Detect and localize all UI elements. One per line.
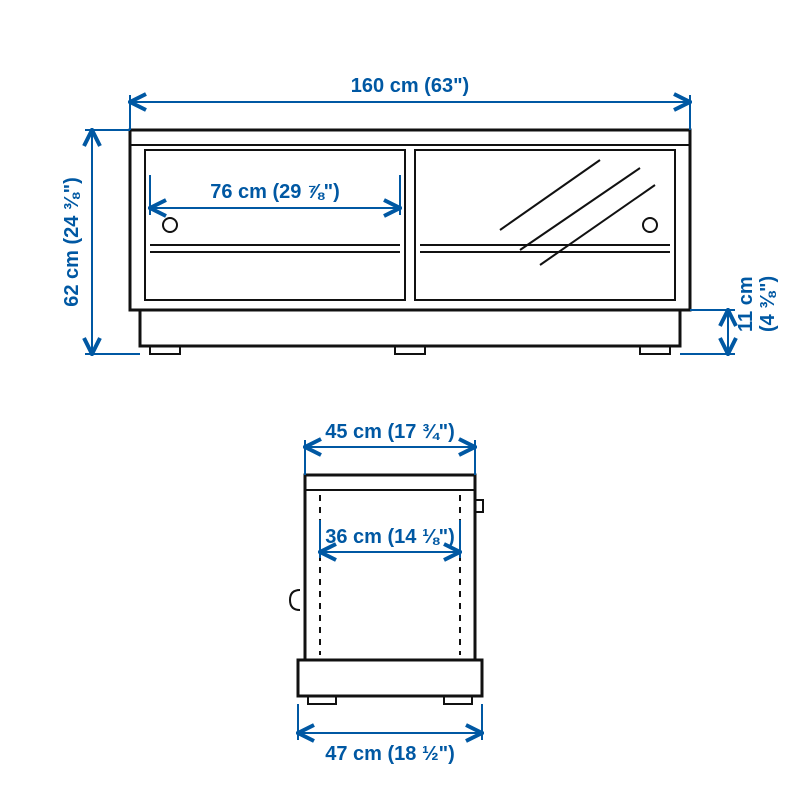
label-plinth-11: 11 cm(4 ⅜") — [735, 276, 779, 332]
label-inner-36: 36 cm (14 ⅛") — [325, 526, 455, 548]
side-view: 45 cm (17 ¾") 36 cm (14 ⅛") 47 cm (18 ½"… — [290, 421, 483, 765]
front-view: 160 cm (63") 62 cm (24 ⅜") 11 cm(4 ⅜") 7… — [61, 75, 779, 354]
dimension-diagram: 160 cm (63") 62 cm (24 ⅜") 11 cm(4 ⅜") 7… — [0, 0, 800, 800]
dim-depth-45: 45 cm (17 ¾") — [305, 421, 475, 475]
dim-height-62: 62 cm (24 ⅜") — [61, 130, 140, 354]
label-height-62: 62 cm (24 ⅜") — [61, 177, 83, 307]
dim-plinth-11: 11 cm(4 ⅜") — [680, 276, 779, 354]
dim-door-76: 76 cm (29 ⅞") — [150, 175, 400, 215]
dim-width-160: 160 cm (63") — [130, 75, 690, 130]
dim-inner-36: 36 cm (14 ⅛") — [320, 520, 460, 558]
label-depth-45: 45 cm (17 ¾") — [325, 421, 455, 443]
dim-base-47: 47 cm (18 ½") — [298, 704, 482, 765]
label-base-47: 47 cm (18 ½") — [325, 743, 455, 765]
label-door-76: 76 cm (29 ⅞") — [210, 181, 340, 203]
label-width-160: 160 cm (63") — [351, 75, 469, 97]
